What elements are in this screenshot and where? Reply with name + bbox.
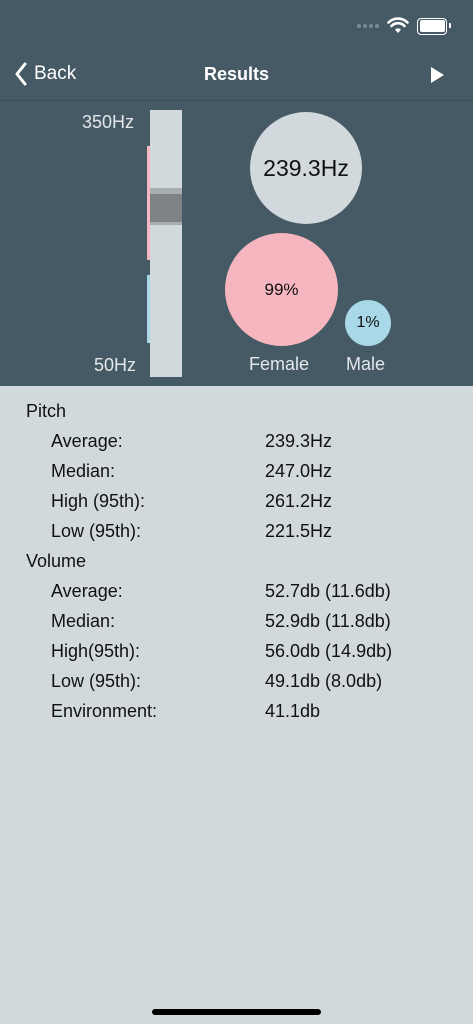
signal-icon [357, 24, 379, 28]
row-label: Environment: [51, 701, 158, 721]
wifi-icon [387, 17, 409, 33]
female-label: Female [249, 354, 310, 374]
row-label: Median: [51, 611, 116, 631]
home-indicator[interactable] [152, 1009, 321, 1015]
volume-heading: Volume [26, 551, 87, 571]
row-label: High(95th): [51, 641, 141, 661]
female-percent-value: 99% [264, 279, 299, 299]
female-range-band [147, 146, 150, 260]
row-value: 239.3Hz [265, 431, 333, 451]
male-range-band [147, 275, 150, 343]
back-label: Back [34, 63, 77, 84]
volume-row-low: Low (95th): 49.1db (8.0db) [51, 671, 471, 695]
average-pitch-value: 239.3Hz [263, 154, 349, 181]
average-pitch-circle: 239.3Hz [250, 112, 362, 224]
play-icon[interactable] [429, 66, 445, 84]
scale-top-label: 350Hz [82, 112, 135, 132]
pitch-row-low: Low (95th): 221.5Hz [51, 521, 471, 545]
battery-icon [417, 17, 451, 35]
male-percent-circle: 1% [345, 300, 391, 346]
male-label: Male [346, 354, 386, 374]
row-value: 261.2Hz [265, 491, 333, 511]
pitch-row-average: Average: 239.3Hz [51, 431, 471, 455]
back-button[interactable]: Back [14, 62, 76, 86]
row-value: 56.0db (14.9db) [265, 641, 393, 661]
row-value: 41.1db [265, 701, 321, 721]
status-bar [357, 14, 451, 38]
results-header-panel: Back Results 350Hz 50Hz 239.3Hz 99% 1% F… [0, 0, 473, 386]
volume-row-environment: Environment: 41.1db [51, 701, 471, 725]
pitch-heading: Pitch [26, 401, 67, 421]
scale-bottom-label: 50Hz [94, 355, 137, 375]
pitch-range-core [150, 194, 182, 222]
row-label: High (95th): [51, 491, 146, 511]
chevron-left-icon [15, 62, 27, 86]
row-label: Low (95th): [51, 521, 142, 541]
row-value: 52.9db (11.8db) [265, 611, 391, 631]
row-value: 52.7db (11.6db) [265, 581, 391, 601]
row-label: Average: [51, 581, 123, 601]
row-label: Median: [51, 461, 116, 481]
pitch-scale-bar [150, 110, 182, 377]
volume-row-median: Median: 52.9db (11.8db) [51, 611, 471, 635]
volume-row-high: High(95th): 56.0db (14.9db) [51, 641, 471, 665]
row-value: 49.1db (8.0db) [265, 671, 383, 691]
male-percent-value: 1% [356, 314, 380, 331]
row-label: Average: [51, 431, 123, 451]
navigation-bar: Back Results [0, 50, 473, 101]
page-title: Results [203, 64, 270, 84]
volume-row-average: Average: 52.7db (11.6db) [51, 581, 471, 605]
pitch-row-high: High (95th): 261.2Hz [51, 491, 471, 515]
female-percent-circle: 99% [225, 233, 338, 346]
row-value: 221.5Hz [265, 521, 333, 541]
row-value: 247.0Hz [265, 461, 333, 481]
row-label: Low (95th): [51, 671, 142, 691]
pitch-row-median: Median: 247.0Hz [51, 461, 471, 485]
